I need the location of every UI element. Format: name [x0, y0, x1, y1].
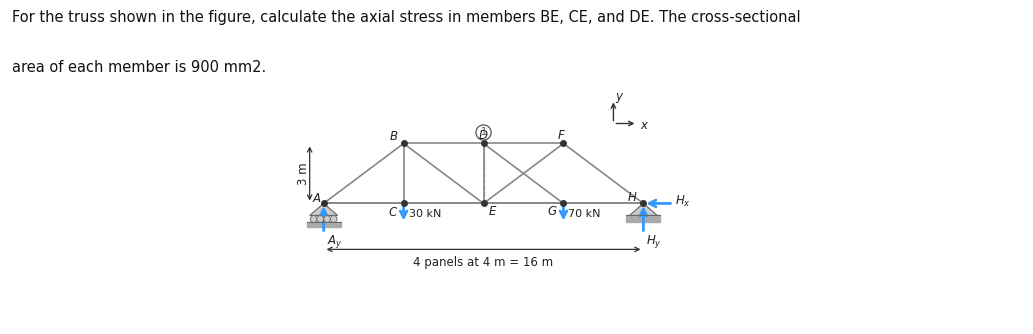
Circle shape [323, 216, 331, 222]
Polygon shape [307, 222, 341, 227]
Text: H: H [628, 191, 636, 204]
Text: 30 kN: 30 kN [409, 209, 441, 219]
Text: 4 panels at 4 m = 16 m: 4 panels at 4 m = 16 m [413, 257, 554, 270]
Text: $H_y$: $H_y$ [647, 233, 662, 250]
Text: $H_x$: $H_x$ [676, 194, 691, 209]
Polygon shape [629, 203, 657, 215]
Text: F: F [558, 129, 565, 142]
Text: y: y [616, 90, 623, 103]
Text: D: D [479, 129, 488, 142]
Text: E: E [489, 205, 496, 218]
Circle shape [317, 216, 323, 222]
Text: 3 m: 3 m [298, 162, 310, 185]
Text: area of each member is 900 mm2.: area of each member is 900 mm2. [12, 60, 267, 75]
Text: x: x [640, 119, 648, 132]
Text: A: A [313, 192, 320, 205]
Text: B: B [389, 130, 398, 143]
Text: 70 kN: 70 kN [568, 209, 601, 219]
Text: For the truss shown in the figure, calculate the axial stress in members BE, CE,: For the truss shown in the figure, calcu… [12, 10, 801, 25]
Polygon shape [626, 215, 660, 222]
Circle shape [310, 216, 317, 222]
Text: C: C [388, 206, 397, 219]
Text: $A_y$: $A_y$ [326, 233, 342, 250]
Circle shape [331, 216, 337, 222]
Text: G: G [547, 205, 557, 218]
Text: 1: 1 [480, 128, 487, 138]
Polygon shape [310, 203, 338, 215]
